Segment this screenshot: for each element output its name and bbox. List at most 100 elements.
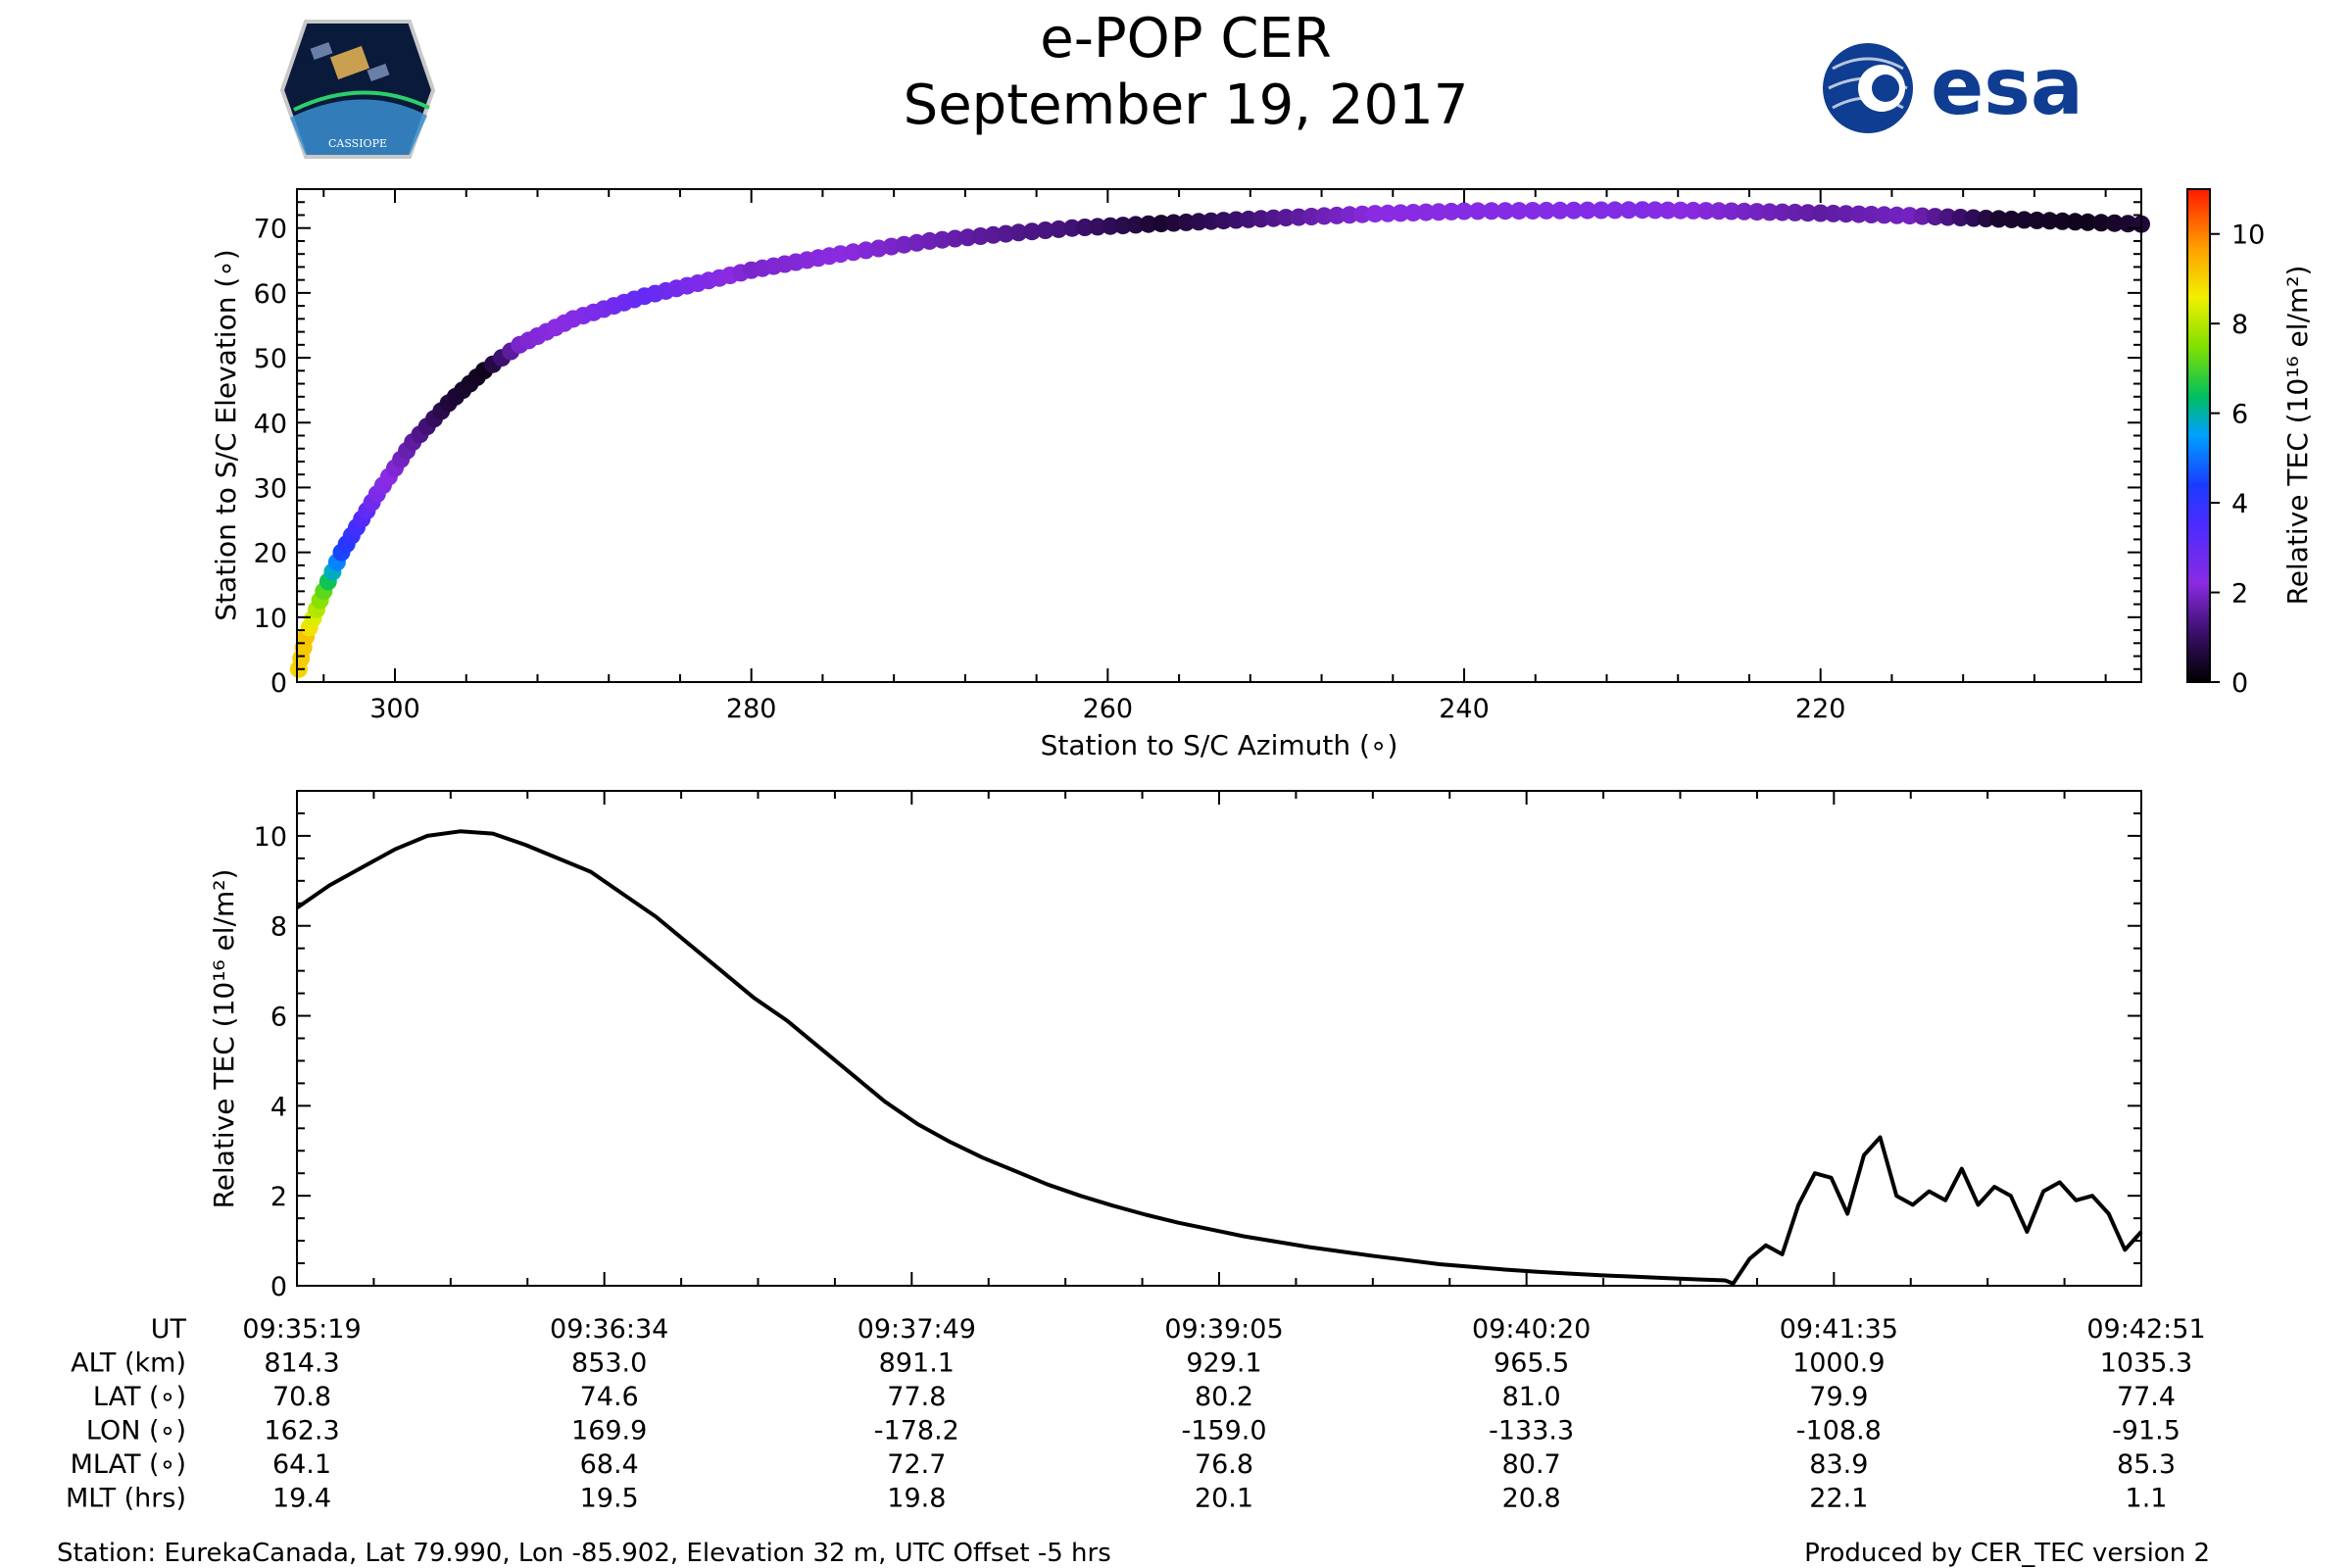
y-tick-label: 20 bbox=[254, 539, 287, 569]
colorbar-tick-label: 2 bbox=[2231, 579, 2248, 610]
track-point bbox=[933, 230, 952, 249]
colorbar-tick-label: 8 bbox=[2231, 310, 2248, 340]
table-cell: 1000.9 bbox=[1792, 1348, 1885, 1379]
track-point bbox=[1900, 207, 1919, 225]
track-point bbox=[971, 227, 990, 245]
y-tick-label: 30 bbox=[254, 473, 287, 504]
table-cell: 09:42:51 bbox=[2086, 1314, 2205, 1345]
track-point bbox=[1190, 213, 1208, 231]
colorbar-tick-label: 6 bbox=[2231, 400, 2248, 430]
table-row-label: UT bbox=[151, 1314, 187, 1345]
cassiope-logo: CASSIOPE bbox=[279, 20, 436, 159]
track-point bbox=[1251, 210, 1270, 228]
table-cell: 09:41:35 bbox=[1780, 1314, 1898, 1345]
table-cell: 70.8 bbox=[272, 1382, 331, 1412]
track-point bbox=[1417, 203, 1436, 221]
track-point bbox=[1290, 208, 1308, 226]
colorbar-tick-label: 0 bbox=[2231, 668, 2248, 699]
table-cell: 965.5 bbox=[1494, 1348, 1569, 1379]
track-point bbox=[1722, 202, 1740, 220]
track-point bbox=[1645, 201, 1664, 220]
track-point bbox=[1510, 202, 1528, 220]
track-point bbox=[1849, 205, 1868, 223]
track-point bbox=[1455, 202, 1473, 220]
track-point bbox=[1469, 202, 1487, 220]
table-cell: 929.1 bbox=[1186, 1348, 1261, 1379]
colorbar-tick-label: 10 bbox=[2231, 220, 2265, 251]
table-cell: 169.9 bbox=[571, 1416, 647, 1446]
track-point bbox=[1550, 201, 1569, 220]
track-point bbox=[1798, 204, 1817, 222]
x-tick-label: 300 bbox=[369, 694, 420, 724]
track-point bbox=[2105, 214, 2124, 232]
y-tick-label: 0 bbox=[270, 668, 287, 699]
table-cell: 19.8 bbox=[887, 1484, 946, 1514]
track-point bbox=[1537, 201, 1555, 220]
table-cell: 853.0 bbox=[571, 1348, 647, 1379]
table-row-label: LON (∘) bbox=[86, 1416, 186, 1446]
colorbar-label: Relative TEC (10¹⁶ el/m²) bbox=[2281, 266, 2314, 606]
track-point bbox=[2079, 213, 2097, 231]
y-tick-label: 40 bbox=[254, 409, 287, 439]
track-point bbox=[1578, 201, 1596, 220]
track-point bbox=[1264, 209, 1283, 227]
track-point bbox=[1328, 206, 1347, 224]
colorbar-tick-label: 4 bbox=[2231, 489, 2248, 519]
track-point bbox=[1277, 209, 1296, 227]
x-tick-label: 260 bbox=[1083, 694, 1134, 724]
y-tick-label: 70 bbox=[254, 215, 287, 245]
table-cell: 81.0 bbox=[1502, 1382, 1561, 1412]
track-point bbox=[1009, 223, 1028, 242]
table-cell: 20.8 bbox=[1502, 1484, 1561, 1514]
track-point bbox=[1875, 206, 1893, 224]
track-point bbox=[946, 229, 964, 248]
y-tick-label: 10 bbox=[254, 822, 287, 853]
track-point bbox=[1392, 204, 1410, 222]
track-point bbox=[1102, 217, 1119, 235]
x-tick-label: 240 bbox=[1439, 694, 1490, 724]
station-info: Station: EurekaCanada, Lat 79.990, Lon -… bbox=[57, 1539, 1111, 1568]
track-point bbox=[1443, 202, 1460, 220]
table-cell: 1.1 bbox=[2126, 1484, 2168, 1514]
track-point bbox=[1366, 205, 1385, 223]
table-cell: -178.2 bbox=[874, 1416, 959, 1446]
table-cell: 83.9 bbox=[1809, 1449, 1868, 1480]
track-point bbox=[984, 225, 1003, 244]
track-point bbox=[1633, 201, 1651, 220]
track-point bbox=[1353, 205, 1372, 223]
track-point bbox=[1951, 209, 1970, 226]
track-point bbox=[1240, 210, 1257, 228]
table-cell: -159.0 bbox=[1181, 1416, 1266, 1446]
track-point bbox=[1926, 208, 1944, 226]
track-point bbox=[1837, 205, 1855, 223]
y-tick-label: 2 bbox=[270, 1182, 287, 1212]
track-point bbox=[1658, 201, 1677, 220]
table-cell: 20.1 bbox=[1195, 1484, 1253, 1514]
table-row-label: MLAT (∘) bbox=[71, 1449, 186, 1480]
track-point bbox=[1938, 208, 1957, 226]
table-cell: 68.4 bbox=[580, 1449, 639, 1480]
track-point bbox=[1989, 210, 2008, 228]
table-row-label: MLT (hrs) bbox=[66, 1484, 186, 1514]
track-point bbox=[1696, 202, 1715, 220]
table-cell: 72.7 bbox=[887, 1449, 946, 1480]
table-cell: 09:37:49 bbox=[858, 1314, 976, 1345]
track-point bbox=[1379, 204, 1397, 222]
track-point bbox=[1671, 201, 1690, 220]
track-point bbox=[2040, 212, 2059, 230]
track-point bbox=[1023, 222, 1042, 241]
table-cell: 09:35:19 bbox=[242, 1314, 361, 1345]
table-cell: 79.9 bbox=[1809, 1382, 1868, 1412]
track-point bbox=[2015, 211, 2034, 229]
y-tick-label: 10 bbox=[254, 604, 287, 634]
table-cell: 80.2 bbox=[1195, 1382, 1253, 1412]
esa-logo-text: esa bbox=[1931, 41, 2083, 132]
track-point bbox=[1139, 215, 1157, 233]
y-tick-label: 0 bbox=[270, 1272, 287, 1302]
table-row-label: LAT (∘) bbox=[93, 1382, 186, 1412]
y-tick-label: 60 bbox=[254, 279, 287, 310]
track-point bbox=[1164, 214, 1183, 232]
